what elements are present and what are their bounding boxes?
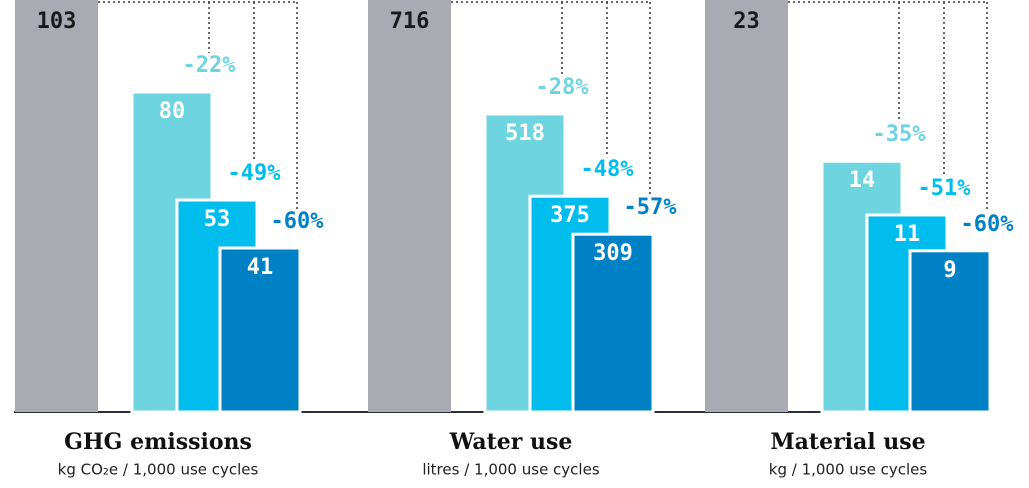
bar <box>571 232 655 414</box>
group-title: GHG emissions <box>64 429 252 455</box>
value-label: 716 <box>390 9 430 34</box>
bar <box>705 0 788 412</box>
group-subtitle: litres / 1,000 use cycles <box>422 461 599 479</box>
value-label: 518 <box>505 121 545 146</box>
value-label: 375 <box>550 203 590 228</box>
group-subtitle: kg CO₂e / 1,000 use cycles <box>58 461 259 479</box>
bar <box>368 0 451 412</box>
value-label: 14 <box>849 168 876 193</box>
change-label: -35% <box>873 122 927 147</box>
value-label: 53 <box>204 207 231 232</box>
bar <box>15 0 98 412</box>
group-subtitle: kg / 1,000 use cycles <box>769 461 928 479</box>
bar <box>218 246 302 414</box>
value-label: 9 <box>943 258 956 283</box>
change-label: -22% <box>183 53 237 78</box>
change-label: -49% <box>228 161 282 186</box>
change-label: -51% <box>918 176 972 201</box>
change-label: -28% <box>536 75 590 100</box>
value-label: 103 <box>37 9 77 34</box>
change-label: -60% <box>271 209 325 234</box>
value-label: 41 <box>247 255 274 280</box>
change-label: -57% <box>624 195 678 220</box>
change-label: -48% <box>581 157 635 182</box>
bar <box>908 249 992 414</box>
change-label: -60% <box>961 212 1015 237</box>
group-title: Material use <box>770 429 925 455</box>
value-label: 309 <box>593 241 633 266</box>
group-title: Water use <box>449 429 573 455</box>
value-label: 80 <box>159 99 186 124</box>
value-label: 11 <box>894 222 921 247</box>
value-label: 23 <box>733 9 760 34</box>
